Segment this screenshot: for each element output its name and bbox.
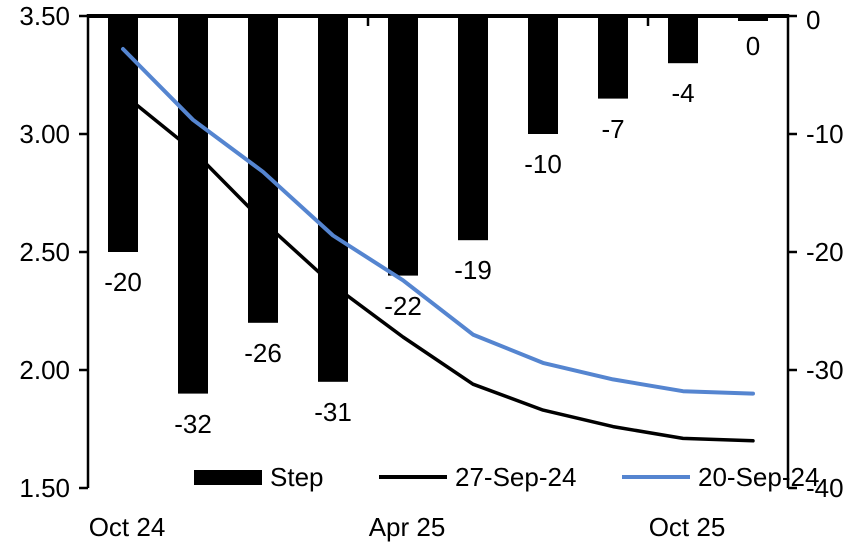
bar-data-label: 0 <box>745 31 761 61</box>
right-axis-tick-label: -20 <box>806 237 844 267</box>
step-bar <box>388 16 418 276</box>
bar-data-label: -26 <box>244 337 282 368</box>
left-axis-tick-label: 3.00 <box>19 119 70 149</box>
bar-data-label: -7 <box>601 113 625 144</box>
bar-data-label: -22 <box>384 290 422 321</box>
step-bar <box>668 16 698 64</box>
step-bar <box>178 16 208 394</box>
right-axis-tick-label: -10 <box>806 119 844 149</box>
step-bar <box>108 16 138 252</box>
x-axis-tick-label: Oct 25 <box>648 512 726 542</box>
line-27-sep-24 <box>121 92 755 443</box>
step-bar <box>528 16 558 134</box>
bar-data-label: -20 <box>104 267 142 297</box>
right-axis-tick-label: -30 <box>806 355 844 385</box>
right-axis-tick-label: 0 <box>806 5 821 35</box>
x-axis-tick-label: Apr 25 <box>368 512 446 542</box>
right-axis-tick-label: -40 <box>806 473 844 503</box>
bar-data-label: -19 <box>454 255 492 286</box>
bar-data-label: -10 <box>524 149 562 179</box>
x-axis-tick-label: Oct 24 <box>88 512 166 542</box>
left-axis-tick-label: 2.50 <box>19 237 70 267</box>
line-20-sep-24 <box>121 47 755 396</box>
step-bar <box>318 16 348 382</box>
bar-data-label: -31 <box>314 396 352 427</box>
step-bar <box>598 16 628 99</box>
step-bar <box>458 16 488 241</box>
left-axis-tick-label: 3.50 <box>19 1 70 31</box>
step-bar <box>738 16 768 21</box>
left-axis-tick-label: 1.50 <box>19 473 70 503</box>
bar-data-label: -4 <box>671 78 695 109</box>
left-axis-tick-label: 2.00 <box>19 355 70 385</box>
bar-data-label: -32 <box>174 408 212 439</box>
